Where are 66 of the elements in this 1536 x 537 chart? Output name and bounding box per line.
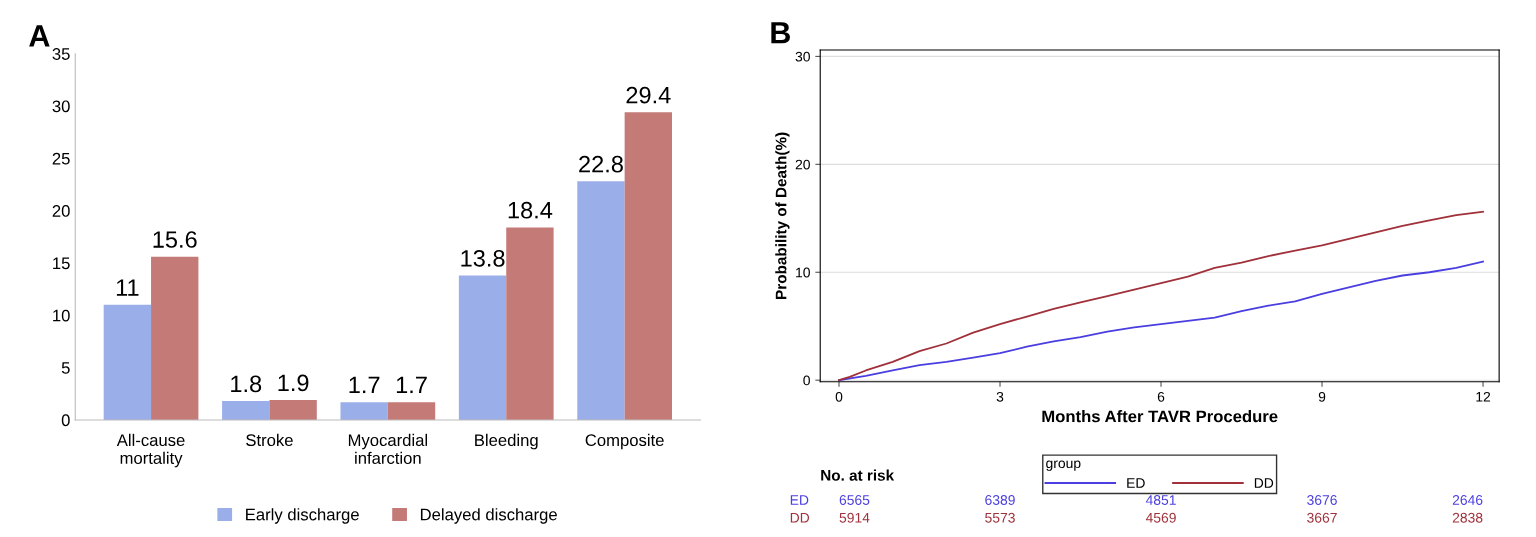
text: 3667	[1307, 512, 1337, 523]
data-label: 11	[116, 279, 139, 296]
x-tick-label: Stroke	[246, 433, 293, 447]
data-label: 1.9	[278, 374, 309, 392]
text: 6565	[839, 495, 870, 505]
data-label: 13.8	[461, 249, 505, 267]
y-tick-label: 0	[61, 414, 70, 427]
bar	[387, 402, 436, 420]
x-tick-label: Myocardial infarction	[348, 433, 428, 465]
x-tick-label: Composite	[585, 433, 664, 450]
bar	[151, 256, 199, 420]
y-tick-label: 25	[52, 152, 70, 165]
bar	[103, 304, 152, 420]
y-tick-label: 35	[52, 48, 70, 60]
chart-title: A	[29, 25, 50, 47]
y-tick-label: 5	[61, 362, 70, 374]
text: 2838	[1452, 512, 1483, 523]
x-tick-label: 9	[1318, 391, 1326, 402]
y-tick-label: 30	[52, 100, 70, 113]
y-tick-label: 0	[803, 375, 810, 386]
legend-label: ED	[1127, 478, 1145, 488]
y-axis-title: Probability of Death(%)	[775, 132, 790, 299]
bar	[624, 112, 672, 420]
x-tick-label: 0	[835, 391, 843, 402]
x-tick-label: Bleeding	[475, 433, 538, 450]
y-tick-label: 30	[795, 51, 810, 62]
x-tick-label: All-cause mortality	[116, 433, 185, 468]
legend-label: DD	[1254, 478, 1274, 488]
x-tick-label: 6	[1157, 391, 1165, 402]
x-axis-title: Months After TAVR Procedure	[1042, 410, 1278, 423]
legend-title: group	[1046, 460, 1081, 471]
bar	[340, 402, 388, 420]
x-tick-label: 12	[1476, 391, 1491, 402]
data-label: 29.4	[626, 86, 671, 104]
text: 2646	[1452, 495, 1483, 505]
data-label: 18.4	[508, 201, 553, 219]
data-label: 1.7	[396, 376, 427, 394]
text: DD	[790, 512, 810, 523]
text: 5914	[839, 512, 870, 523]
text: 5573	[985, 512, 1015, 523]
bar	[506, 227, 554, 420]
y-tick-label: 20	[795, 159, 810, 170]
text: 4569	[1145, 512, 1176, 523]
chart-title: B	[771, 22, 790, 44]
data-label: 15.6	[153, 231, 197, 248]
text: ED	[790, 495, 809, 505]
y-tick-label: 15	[53, 257, 70, 270]
legend-label: Delayed discharge	[420, 508, 557, 524]
line-series	[838, 260, 1484, 382]
text: 3676	[1307, 495, 1337, 505]
y-tick-label: 20	[52, 205, 70, 217]
bar	[222, 401, 270, 420]
data-label: 22.8	[579, 155, 623, 173]
data-label: 1.8	[231, 375, 262, 393]
data-label: 1.7	[349, 376, 380, 394]
bar	[458, 275, 507, 420]
text: 4851	[1145, 495, 1176, 505]
bar	[269, 400, 317, 420]
x-tick-label: 3	[996, 391, 1004, 402]
legend-label: Early discharge	[246, 508, 359, 524]
text: No. at risk	[821, 469, 895, 481]
line-series	[838, 210, 1484, 382]
text: 6389	[985, 495, 1015, 505]
y-tick-label: 10	[53, 309, 70, 322]
bar	[577, 181, 625, 420]
y-tick-label: 10	[796, 267, 810, 278]
